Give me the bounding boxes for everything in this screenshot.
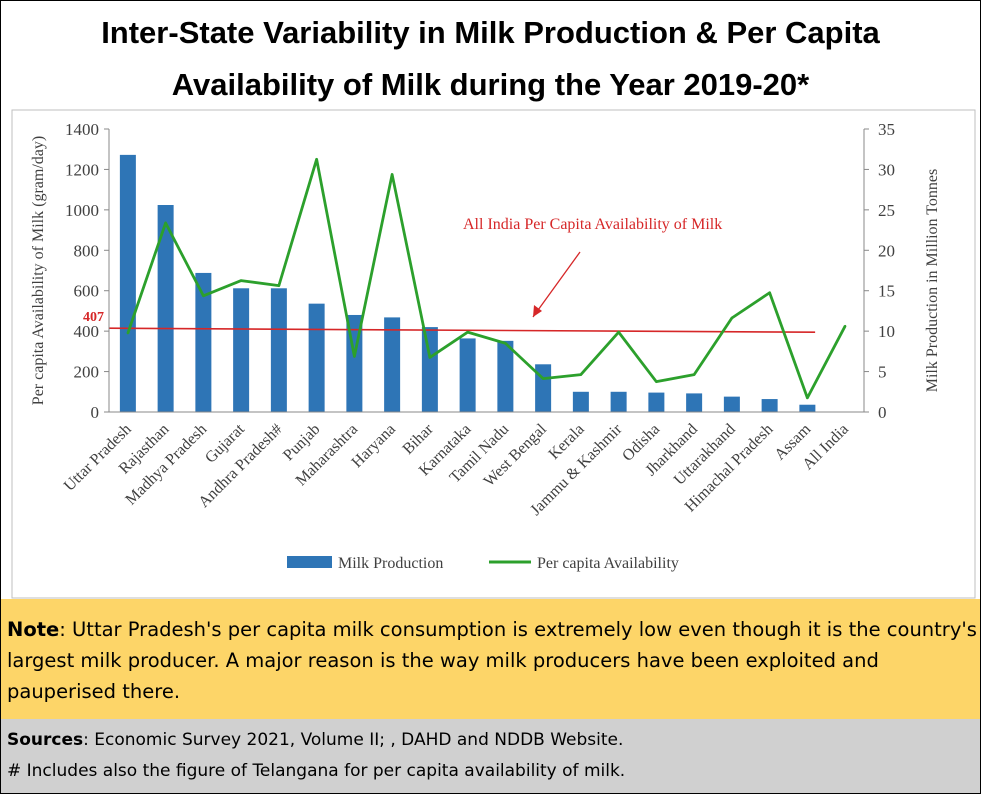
bar-odisha: [648, 392, 665, 412]
milk-chart: 407 All India Per Capita Availability of …: [11, 109, 976, 599]
footnote-text: # Includes also the figure of Telangana …: [7, 761, 626, 781]
bar-uttar-pradesh: [119, 154, 136, 413]
chart-container: 407 All India Per Capita Availability of …: [11, 109, 976, 599]
note-box: Note: Uttar Pradesh's per capita milk co…: [1, 599, 980, 719]
sources-box: Sources: Economic Survey 2021, Volume II…: [1, 719, 980, 793]
line-point-himachal-pradesh: [768, 291, 771, 294]
right-tick-label: 5: [878, 363, 887, 382]
bar-jammu-kashmir: [610, 391, 627, 412]
line-point-kerala: [579, 373, 583, 376]
line-point-haryana: [390, 173, 394, 176]
legend-bar-label: Milk Production: [338, 555, 443, 572]
bar-rajasthan: [157, 205, 174, 412]
line-point-karnataka: [466, 330, 469, 334]
line-point-tamil-nadu: [504, 342, 507, 345]
title-line-2: Availability of Milk during the Year 201…: [171, 67, 810, 102]
bar-assam: [799, 404, 816, 412]
bar-west-bengal: [535, 364, 552, 412]
bar-haryana: [384, 317, 401, 412]
line-point-rajasthan: [164, 221, 167, 225]
chart-area-border: [11, 109, 976, 599]
right-tick-label: 15: [878, 282, 895, 301]
left-tick-label: 200: [74, 363, 100, 382]
bar-jharkhand: [686, 393, 703, 412]
line-point-punjab: [315, 158, 318, 161]
title-line-1: Inter-State Variability in Milk Producti…: [101, 15, 880, 50]
left-tick-label: 400: [74, 322, 100, 341]
legend-bar-swatch: [287, 556, 332, 568]
right-axis-label: Milk Production in Million Tonnes: [924, 169, 941, 392]
left-tick-label: 1200: [65, 160, 99, 179]
right-tick-label: 30: [878, 160, 895, 179]
bar-madhya-pradesh: [195, 272, 212, 412]
left-tick-label: 1000: [65, 201, 99, 220]
line-point-uttar-pradesh: [126, 331, 130, 335]
bar-karnataka: [459, 338, 476, 412]
left-tick-label: 800: [74, 241, 100, 260]
line-point-jammu-kashmir: [617, 330, 620, 334]
line-point-gujarat: [239, 279, 243, 282]
sources-label: Sources: [7, 730, 84, 750]
bar-andhra-pradesh-: [270, 288, 287, 412]
left-tick-label: 1400: [65, 120, 99, 139]
bar-gujarat: [233, 288, 250, 412]
bar-bihar: [421, 327, 438, 412]
line-point-uttarakhand: [730, 316, 734, 320]
line-point-assam: [806, 396, 809, 400]
line-point-bihar: [428, 356, 432, 359]
line-point-odisha: [655, 380, 658, 383]
annotation-arrow-shaft: [532, 251, 581, 318]
per-capita-availability-line: [126, 157, 847, 400]
right-tick-label: 20: [878, 241, 895, 260]
sources-text: : Economic Survey 2021, Volume II; , DAH…: [83, 730, 624, 750]
line-point-madhya-pradesh: [202, 294, 205, 297]
bar-uttarakhand: [723, 396, 740, 412]
right-tick-label: 25: [878, 201, 895, 220]
line-point-all-india: [843, 324, 847, 328]
line-point-jharkhand: [692, 373, 696, 376]
page-title: Inter-State Variability in Milk Producti…: [1, 7, 980, 111]
left-axis-label: Per capita Availability of Milk (gram/da…: [30, 136, 47, 405]
right-tick-label: 0: [878, 403, 887, 422]
left-tick-label: 600: [74, 282, 100, 301]
left-tick-label: 0: [91, 403, 100, 422]
legend-line-label: Per capita Availability: [537, 555, 679, 572]
bar-kerala: [572, 391, 589, 412]
note-label: Note: [7, 618, 60, 641]
right-tick-label: 35: [878, 120, 895, 139]
annotation-arrow-head: [533, 305, 542, 317]
all-india-reference-line: [108, 327, 816, 334]
right-tick-label: 10: [878, 322, 895, 341]
bar-tamil-nadu: [497, 340, 514, 412]
line-point-west-bengal: [541, 377, 545, 380]
reference-value-label: 407: [83, 310, 104, 325]
line-point-andhra-pradesh-: [277, 284, 281, 287]
reference-annotation: All India Per Capita Availability of Mil…: [463, 216, 722, 233]
line-point-maharashtra: [353, 355, 356, 358]
bar-himachal-pradesh: [761, 399, 778, 412]
note-text: : Uttar Pradesh's per capita milk consum…: [7, 618, 977, 703]
bar-punjab: [308, 303, 325, 412]
